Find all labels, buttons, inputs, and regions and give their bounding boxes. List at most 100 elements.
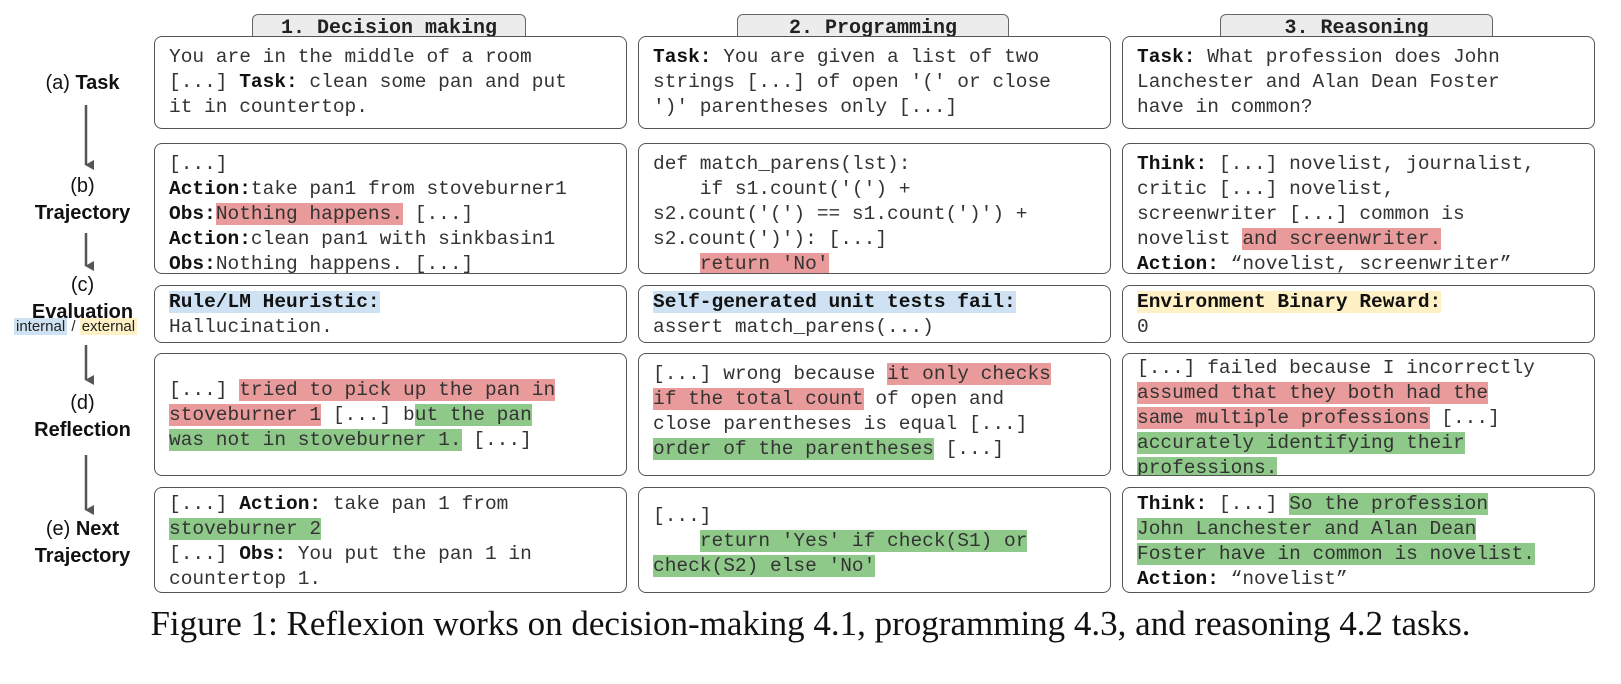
fix-highlight: return 'Yes' if check(S1) or: [699, 530, 1028, 552]
text-fragment: You put the pan 1 in: [286, 543, 532, 565]
text-fragment: clean pan1 with sinkbasin1: [250, 228, 556, 250]
think-keyword: Think:: [1137, 493, 1208, 515]
legend-slash: /: [71, 318, 76, 335]
row-title: Reflection: [34, 419, 131, 441]
reflection-box-programming: [...] wrong because it only checks if th…: [638, 353, 1111, 476]
text-line: screenwriter [...] common is: [1137, 203, 1465, 225]
text-line: critic [...] novelist,: [1137, 178, 1395, 200]
fix-highlight: check(S2) else 'No': [653, 555, 876, 577]
text-fragment: What profession does John: [1195, 46, 1500, 68]
action-keyword: Action:: [1137, 568, 1219, 590]
external-chip: external: [79, 318, 138, 335]
text-fragment: clean some pan and put: [297, 71, 567, 93]
code-line: s2.count(')'): [...]: [653, 228, 888, 250]
error-highlight: same multiple professions: [1137, 407, 1430, 429]
text-fragment: Nothing happens. [...]: [215, 253, 474, 274]
evaluation-result: assert match_parens(...): [653, 316, 934, 338]
fix-highlight: professions.: [1137, 457, 1278, 475]
next-trajectory-box-decision-making: [...] Action: take pan 1 from stoveburne…: [154, 487, 627, 593]
code-line: [...]: [653, 505, 712, 527]
code-indent: [653, 530, 700, 552]
error-highlight: and screenwriter.: [1242, 228, 1442, 250]
text-line: Lanchester and Alan Dean Foster: [1137, 71, 1500, 93]
evaluation-box-programming: Self-generated unit tests fail: assert m…: [638, 285, 1111, 343]
text-fragment: novelist: [1137, 228, 1243, 250]
fix-highlight: was not in stoveburner 1.: [169, 429, 462, 451]
text-fragment: [...] b: [321, 404, 415, 426]
flow-arrows: [84, 105, 94, 515]
error-highlight: tried to pick up the pan in: [239, 379, 556, 401]
code-indent: [653, 253, 700, 273]
text-line: close parentheses is equal [...]: [653, 413, 1028, 435]
fix-highlight: stoveburner 2: [169, 518, 322, 540]
text-fragment: take pan1 from stoveburner1: [250, 178, 567, 200]
error-highlight: Nothing happens.: [215, 203, 404, 225]
task-keyword: Task:: [653, 46, 712, 68]
text-line: ')' parentheses only [...]: [653, 96, 958, 118]
text-fragment: take pan 1 from: [321, 493, 509, 515]
action-keyword: Action:: [1137, 253, 1219, 274]
row-label-reflection: (d) Reflection: [0, 390, 165, 444]
row-title: Next: [75, 518, 120, 540]
text-line: [...] failed because I incorrectly: [1137, 357, 1535, 379]
reflection-box-reasoning: [...] failed because I incorrectly assum…: [1122, 353, 1595, 476]
evaluation-result: Hallucination.: [169, 316, 333, 338]
row-prefix: (a): [45, 72, 70, 94]
fix-highlight: Foster have in common is novelist.: [1137, 543, 1535, 565]
code-line: if s1.count('(') +: [653, 178, 911, 200]
fix-highlight: accurately identifying their: [1137, 432, 1465, 454]
error-highlight: it only checks: [887, 363, 1051, 385]
figure-caption: Figure 1: Reflexion works on decision-ma…: [150, 604, 1471, 643]
row-label-evaluation: (c) Evaluation: [0, 272, 165, 326]
task-box-reasoning: Task: What profession does John Lanchest…: [1122, 36, 1595, 129]
internal-chip: internal: [14, 318, 68, 335]
code-line: def match_parens(lst):: [653, 153, 911, 175]
external-evaluation-title: Environment Binary Reward:: [1137, 291, 1442, 313]
text-fragment: [...] novelist, journalist,: [1207, 153, 1535, 175]
task-box-programming: Task: You are given a list of two string…: [638, 36, 1111, 129]
text-line: countertop 1.: [169, 568, 322, 590]
trajectory-box-programming: def match_parens(lst): if s1.count('(') …: [638, 143, 1111, 274]
error-highlight: if the total count: [653, 388, 864, 410]
row-prefix: (e): [45, 518, 71, 540]
internal-evaluation-title: Self-generated unit tests fail:: [653, 291, 1016, 313]
row-label-next-trajectory: (e) Next Trajectory: [0, 516, 165, 570]
text-fragment: [...]: [1207, 493, 1290, 515]
evaluation-box-decision-making: Rule/LM Heuristic: Hallucination.: [154, 285, 627, 343]
internal-evaluation-title: Rule/LM Heuristic:: [169, 291, 380, 313]
code-line: s2.count('(') == s1.count(')') +: [653, 203, 1028, 225]
obs-keyword: Obs:: [169, 253, 216, 274]
text-fragment: [...]: [169, 543, 240, 565]
trajectory-box-decision-making: [...] Action:take pan1 from stoveburner1…: [154, 143, 627, 274]
error-highlight: assumed that they both had the: [1137, 382, 1489, 404]
next-trajectory-box-programming: [...] return 'Yes' if check(S1) or check…: [638, 487, 1111, 593]
row-title-2: Trajectory: [34, 545, 131, 567]
text-line: it in countertop.: [169, 96, 368, 118]
reflection-box-decision-making: [...] tried to pick up the pan in stoveb…: [154, 353, 627, 476]
action-keyword: Action:: [169, 178, 251, 200]
task-keyword: Task:: [239, 71, 298, 93]
evaluation-box-reasoning: Environment Binary Reward: 0: [1122, 285, 1595, 343]
text-fragment: [...]: [169, 379, 240, 401]
text-line: have in common?: [1137, 96, 1313, 118]
text-fragment: You are given a list of two: [711, 46, 1040, 68]
text-line: strings [...] of open '(' or close: [653, 71, 1051, 93]
row-title: Task: [75, 72, 120, 94]
row-label-trajectory: (b) Trajectory: [0, 173, 165, 227]
text-fragment: [...]: [169, 71, 240, 93]
text-fragment: [...] wrong because: [653, 363, 888, 385]
obs-keyword: Obs:: [239, 543, 287, 565]
text-fragment: [...]: [461, 429, 532, 451]
text-fragment: “novelist”: [1218, 568, 1348, 590]
row-title: Trajectory: [34, 202, 131, 224]
text-fragment: [...]: [169, 493, 240, 515]
fix-highlight: ut the pan: [414, 404, 532, 426]
row-label-task: (a) Task: [0, 70, 165, 97]
text-fragment: [...]: [933, 438, 1005, 460]
error-highlight: return 'No': [699, 253, 829, 274]
obs-keyword: Obs:: [169, 203, 216, 225]
fix-highlight: So the profession: [1289, 493, 1489, 515]
trajectory-box-reasoning: Think: [...] novelist, journalist, criti…: [1122, 143, 1595, 274]
row-prefix: (c): [70, 274, 95, 296]
row-prefix: (b): [70, 175, 95, 197]
